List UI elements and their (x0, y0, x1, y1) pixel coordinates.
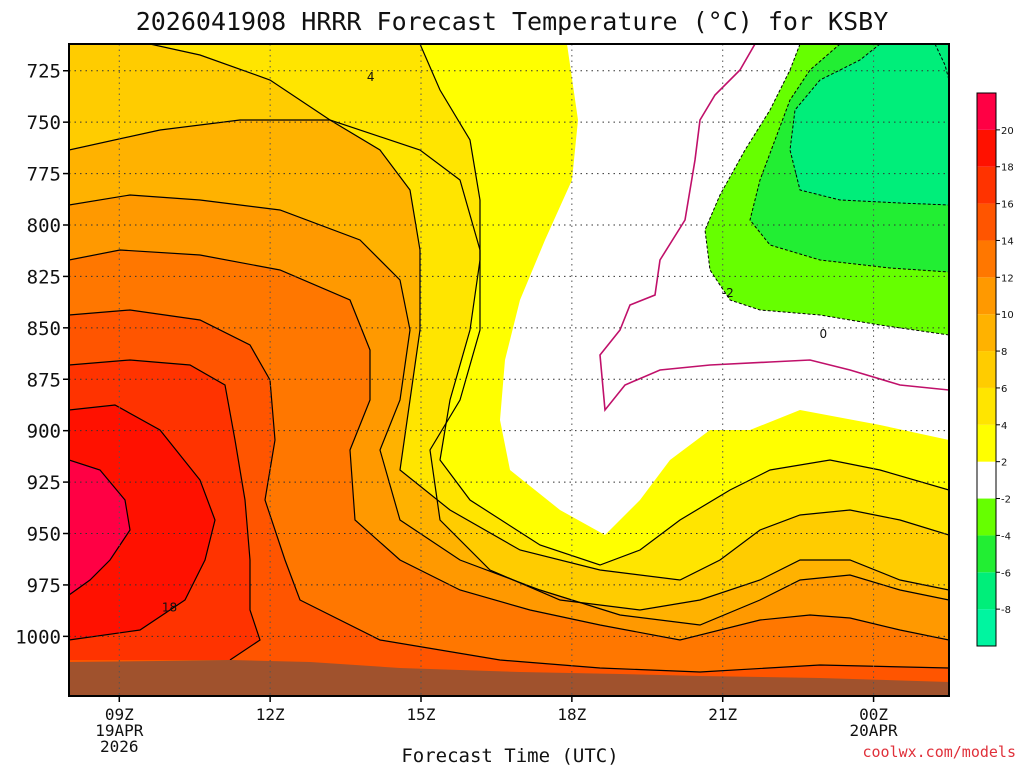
x-tick-label-2: 15Z (407, 705, 436, 724)
isotherm-line-6 (149, 44, 949, 581)
contour-label-2: 0 (819, 327, 827, 341)
colorbar-swatch-3 (977, 498, 996, 536)
colorbar-label-2: -4 (1001, 531, 1011, 542)
ground-area (69, 660, 949, 696)
x-tick-date-0: 19APR (95, 721, 144, 740)
x-axis-label: Forecast Time (UTC) (401, 745, 618, 767)
contour-labels: 4 -2 0 18 (162, 70, 827, 615)
colorbar-swatch-13 (977, 129, 996, 167)
colorbar-label-13: 20 (1001, 126, 1014, 137)
contour-label-3: 18 (162, 601, 177, 615)
contour-label-0: 4 (367, 70, 375, 84)
colorbar-label-4: 2 (1001, 458, 1007, 469)
y-axis: 725 750 775 800 825 850 875 900 925 950 975 1000 (15, 61, 69, 648)
colorbar-label-9: 12 (1001, 273, 1014, 284)
colorbar-label-8: 10 (1001, 310, 1014, 321)
colorbar-swatch-5 (977, 424, 996, 462)
x-tick-label-0: 09Z (105, 705, 134, 724)
colorbar-swatch-7 (977, 351, 996, 388)
x-tick-year-0: 2026 (100, 737, 139, 756)
isotherm-line-4 (419, 44, 949, 566)
colorbar-label-0: -8 (1001, 605, 1011, 616)
isotherm-line-0 (599, 44, 949, 413)
colorbar: -8 -6 -4 -2 2 4 6 8 10 12 14 16 18 20 (976, 92, 1014, 647)
x-tick-label-5: 00Z (859, 705, 888, 724)
y-tick-label-7: 900 (27, 421, 61, 443)
y-tick-label-0: 725 (27, 61, 61, 83)
isotherm-line-14 (69, 309, 949, 673)
y-tick-label-4: 825 (27, 266, 61, 288)
colorbar-swatch-10 (977, 240, 996, 278)
chart-title: 2026041908 HRRR Forecast Temperature (°C… (136, 7, 889, 36)
colorbar-swatch-12 (977, 166, 996, 204)
x-tick-label-1: 12Z (256, 705, 285, 724)
colorbar-swatch-14 (977, 93, 996, 130)
colorbar-swatch-2 (977, 535, 996, 573)
colorbar-label-12: 18 (1001, 163, 1014, 174)
isotherm-line-18 (69, 404, 216, 641)
colorbar-label-6: 6 (1001, 384, 1007, 395)
y-tick-label-1: 750 (27, 112, 61, 134)
colorbar-swatch-11 (977, 203, 996, 241)
colorbar-swatch-9 (977, 277, 996, 315)
isotherm-line-16 (69, 359, 261, 661)
x-tick-date-5: 20APR (849, 721, 898, 740)
plot-frame (68, 43, 950, 697)
plot-area: 4 -2 0 18 (69, 44, 949, 696)
colorbar-swatch-0 (977, 609, 996, 646)
contour-label-1: -2 (722, 286, 734, 300)
y-tick-label-2: 775 (27, 164, 61, 186)
y-tick-label-8: 925 (27, 472, 61, 494)
isotherm-line-minus8 (934, 44, 949, 81)
colorbar-swatch-6 (977, 387, 996, 425)
colorbar-label-5: 4 (1001, 421, 1007, 432)
band-20-22 (69, 460, 130, 595)
isotherm-line-8 (69, 119, 949, 611)
isotherm-line-20 (69, 459, 131, 596)
credit-text: coolwx.com/models (862, 743, 1016, 761)
colorbar-label-1: -6 (1001, 568, 1011, 579)
y-tick-label-9: 950 (27, 524, 61, 546)
colorbar-label-7: 8 (1001, 347, 1007, 358)
isotherm-line-minus4 (749, 44, 949, 273)
colorbar-label-3: -2 (1001, 495, 1011, 506)
band-18-20 (69, 405, 215, 640)
colorbar-swatch-4 (977, 461, 996, 499)
colorbar-label-11: 16 (1001, 200, 1014, 211)
isotherm-line-10 (69, 194, 949, 626)
band-14-16 (69, 310, 949, 696)
y-tick-label-3: 800 (27, 215, 61, 237)
x-tick-label-3: 18Z (557, 705, 586, 724)
colorbar-frame (976, 92, 997, 647)
colorbar-swatch-8 (977, 314, 996, 352)
y-tick-label-6: 875 (27, 369, 61, 391)
isotherm-line-minus6 (789, 44, 949, 206)
y-tick-label-10: 975 (27, 575, 61, 597)
isotherm-line-12 (69, 249, 949, 641)
colorbar-label-10: 14 (1001, 236, 1014, 247)
band-minus8-minus6 (790, 44, 949, 205)
colorbar-swatch-1 (977, 572, 996, 610)
grid-lines (69, 44, 949, 696)
y-tick-label-11: 1000 (15, 626, 61, 648)
x-tick-label-4: 21Z (708, 705, 737, 724)
y-tick-label-5: 850 (27, 318, 61, 340)
isotherm-line-minus2 (704, 44, 949, 336)
